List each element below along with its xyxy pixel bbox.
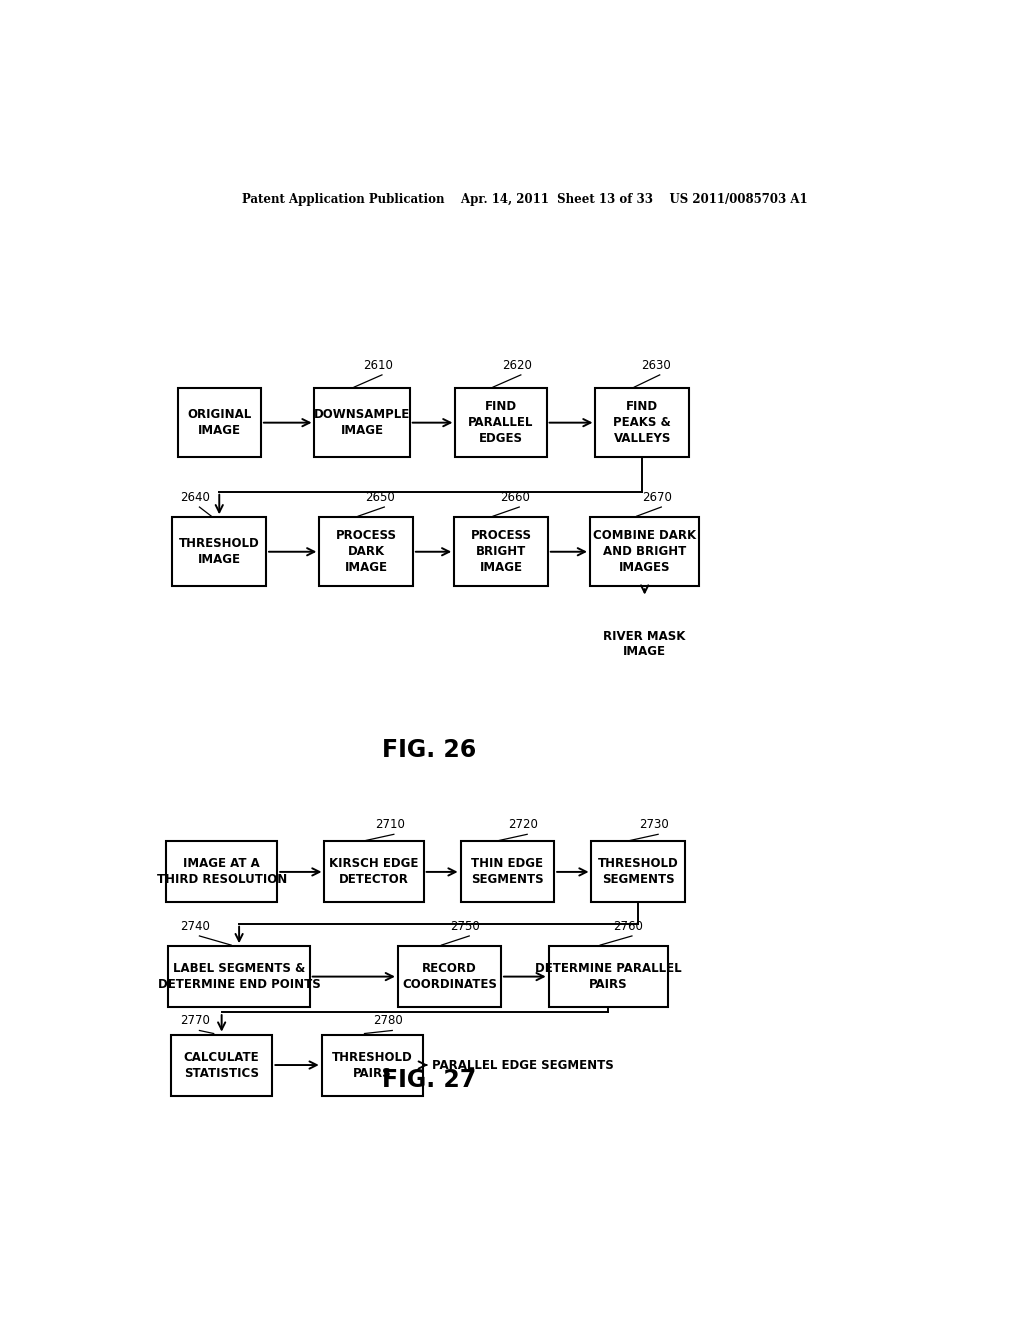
- Text: FIND
PARALLEL
EDGES: FIND PARALLEL EDGES: [468, 400, 534, 445]
- FancyBboxPatch shape: [595, 388, 689, 457]
- FancyBboxPatch shape: [177, 388, 261, 457]
- Text: LABEL SEGMENTS &
DETERMINE END POINTS: LABEL SEGMENTS & DETERMINE END POINTS: [158, 962, 321, 991]
- FancyBboxPatch shape: [322, 1035, 423, 1096]
- Text: 2730: 2730: [639, 818, 669, 832]
- Text: 2650: 2650: [366, 491, 395, 504]
- Text: IMAGE AT A
THIRD RESOLUTION: IMAGE AT A THIRD RESOLUTION: [157, 858, 287, 887]
- Text: CALCULATE
STATISTICS: CALCULATE STATISTICS: [184, 1051, 259, 1080]
- Text: 2750: 2750: [451, 920, 480, 933]
- FancyBboxPatch shape: [590, 517, 699, 586]
- Text: FIND
PEAKS &
VALLEYS: FIND PEAKS & VALLEYS: [613, 400, 671, 445]
- FancyBboxPatch shape: [461, 841, 554, 903]
- FancyBboxPatch shape: [592, 841, 685, 903]
- FancyBboxPatch shape: [325, 841, 424, 903]
- Text: THRESHOLD
PAIRS: THRESHOLD PAIRS: [332, 1051, 413, 1080]
- Text: FIG. 26: FIG. 26: [382, 738, 477, 762]
- Text: DETERMINE PARALLEL
PAIRS: DETERMINE PARALLEL PAIRS: [535, 962, 681, 991]
- Text: THRESHOLD
IMAGE: THRESHOLD IMAGE: [179, 537, 260, 566]
- Text: COMBINE DARK
AND BRIGHT
IMAGES: COMBINE DARK AND BRIGHT IMAGES: [593, 529, 696, 574]
- FancyBboxPatch shape: [397, 946, 501, 1007]
- Text: Patent Application Publication    Apr. 14, 2011  Sheet 13 of 33    US 2011/00857: Patent Application Publication Apr. 14, …: [242, 193, 808, 206]
- Text: 2740: 2740: [180, 920, 210, 933]
- Text: KIRSCH EDGE
DETECTOR: KIRSCH EDGE DETECTOR: [330, 858, 419, 887]
- FancyBboxPatch shape: [319, 517, 413, 586]
- Text: 2780: 2780: [374, 1015, 403, 1027]
- FancyBboxPatch shape: [549, 946, 668, 1007]
- Text: PROCESS
DARK
IMAGE: PROCESS DARK IMAGE: [336, 529, 396, 574]
- Text: 2610: 2610: [364, 359, 393, 372]
- Text: 2760: 2760: [613, 920, 643, 933]
- Text: PROCESS
BRIGHT
IMAGE: PROCESS BRIGHT IMAGE: [470, 529, 531, 574]
- FancyBboxPatch shape: [314, 388, 410, 457]
- Text: 2670: 2670: [642, 491, 673, 504]
- Text: RECORD
COORDINATES: RECORD COORDINATES: [402, 962, 497, 991]
- FancyBboxPatch shape: [166, 841, 278, 903]
- Text: RIVER MASK
IMAGE: RIVER MASK IMAGE: [603, 630, 686, 657]
- Text: THIN EDGE
SEGMENTS: THIN EDGE SEGMENTS: [471, 858, 544, 887]
- Text: 2770: 2770: [180, 1015, 210, 1027]
- FancyBboxPatch shape: [169, 946, 309, 1007]
- Text: PARALLEL EDGE SEGMENTS: PARALLEL EDGE SEGMENTS: [432, 1059, 613, 1072]
- Text: DOWNSAMPLE
IMAGE: DOWNSAMPLE IMAGE: [314, 408, 411, 437]
- Text: FIG. 27: FIG. 27: [382, 1068, 477, 1092]
- Text: ORIGINAL
IMAGE: ORIGINAL IMAGE: [187, 408, 251, 437]
- Text: 2640: 2640: [180, 491, 210, 504]
- Text: 2710: 2710: [375, 818, 404, 832]
- Text: 2630: 2630: [641, 359, 671, 372]
- FancyBboxPatch shape: [172, 517, 266, 586]
- FancyBboxPatch shape: [456, 388, 547, 457]
- Text: 2720: 2720: [508, 818, 539, 832]
- FancyBboxPatch shape: [171, 1035, 272, 1096]
- FancyBboxPatch shape: [455, 517, 548, 586]
- Text: 2660: 2660: [501, 491, 530, 504]
- Text: 2620: 2620: [502, 359, 531, 372]
- Text: THRESHOLD
SEGMENTS: THRESHOLD SEGMENTS: [598, 858, 679, 887]
